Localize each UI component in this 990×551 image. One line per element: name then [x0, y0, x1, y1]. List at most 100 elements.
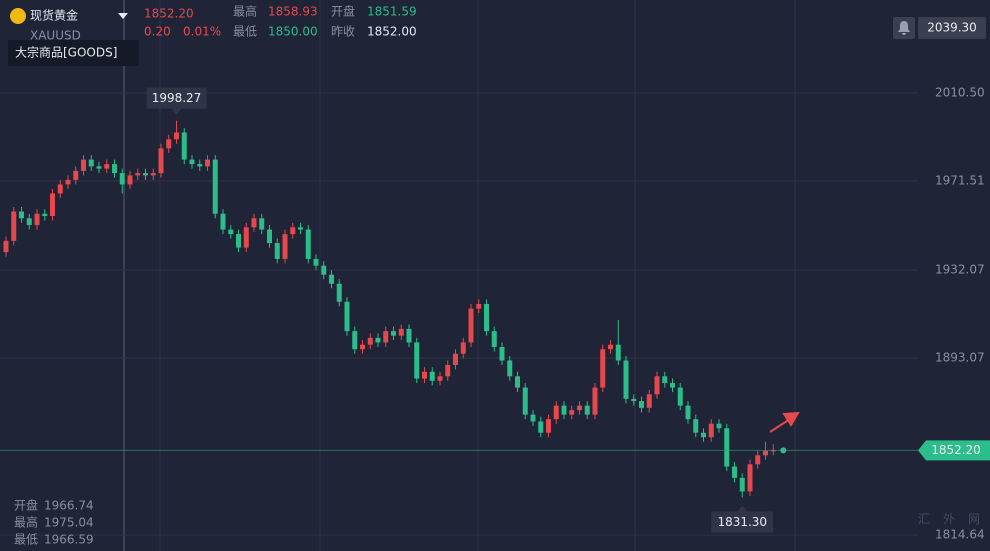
candle-body	[724, 428, 730, 467]
candle-body	[336, 283, 342, 302]
candle-body	[546, 419, 551, 433]
watermark: 汇外网	[918, 512, 980, 526]
candle-body	[646, 394, 652, 408]
alert-box	[918, 17, 986, 39]
candle-body	[26, 218, 32, 226]
candle-body	[437, 376, 443, 381]
category-box[interactable]	[8, 40, 139, 66]
dropdown-icon[interactable]	[118, 13, 128, 19]
bell-icon	[898, 21, 910, 35]
candle-body	[685, 405, 691, 420]
candle-body	[19, 211, 24, 219]
candle-body	[507, 360, 513, 377]
label: 最高	[233, 4, 257, 19]
candle-body	[313, 258, 319, 266]
label: 开盘	[14, 498, 38, 513]
candle-body	[321, 265, 327, 275]
candle-body	[538, 421, 544, 433]
candle-body	[429, 371, 435, 381]
instrument-name: 现货黄金	[30, 8, 78, 23]
candle-body	[484, 304, 489, 332]
candle-body	[50, 193, 55, 217]
candle-body	[298, 227, 303, 230]
candle-body	[677, 387, 683, 406]
min-callout	[711, 505, 774, 533]
category[interactable]: 大宗商品[GOODS]	[15, 45, 117, 60]
last-price-label: 1852.20	[931, 443, 981, 457]
candle-body	[367, 337, 373, 345]
y-tick-label: 1893.07	[935, 351, 985, 365]
candle-body	[701, 432, 706, 438]
candle-body	[383, 331, 389, 343]
candle-body	[57, 184, 63, 194]
plot: 2010.50 1971.51 1932.07 1893.07 1814.64 1998.…	[0, 85, 990, 542]
candle-body	[205, 159, 210, 167]
candle-body	[716, 423, 722, 429]
candle-body	[344, 301, 350, 332]
candle-body	[181, 132, 187, 160]
candle-body	[522, 387, 528, 415]
candle-body	[158, 148, 164, 174]
value: 1966.59	[44, 533, 94, 547]
label: 最高	[14, 515, 38, 530]
candle-body	[11, 211, 17, 241]
trend-arrow	[769, 411, 800, 433]
candle-body	[243, 227, 249, 248]
candle-body	[530, 414, 536, 422]
candle-body	[150, 173, 156, 176]
candle-body	[414, 342, 420, 379]
grid	[123, 0, 796, 551]
candle-body	[631, 398, 637, 402]
y-tick-label: 1932.07	[935, 263, 985, 277]
candle-body	[259, 218, 265, 230]
candle-body	[251, 218, 257, 228]
last-price-dot	[780, 447, 787, 454]
candle-body	[81, 159, 86, 171]
candle-body	[220, 213, 226, 230]
candle-body	[561, 405, 567, 415]
candle-body	[515, 376, 520, 388]
candle-body	[143, 173, 148, 176]
alert-price: 2039.30	[927, 21, 977, 35]
value: 1966.74	[44, 499, 94, 513]
candle-body	[732, 466, 737, 478]
candle-body	[600, 349, 606, 388]
symbol: XAUUSD	[30, 29, 81, 43]
candle-body	[662, 376, 668, 384]
candle-body	[391, 331, 396, 336]
price: 1852.20	[144, 7, 194, 21]
candle-body	[708, 423, 714, 438]
candle-body	[189, 159, 195, 165]
candle-body	[747, 464, 753, 492]
coin-icon	[10, 8, 26, 24]
candle-body	[569, 410, 575, 415]
candle-body	[88, 159, 94, 167]
candle-body	[119, 173, 125, 185]
candle-body	[329, 274, 334, 284]
candle-body	[65, 179, 71, 185]
candle-body	[360, 344, 365, 350]
candle-body	[654, 376, 660, 395]
candle-body	[398, 328, 404, 336]
candle-body	[290, 227, 296, 235]
candle-body	[670, 383, 675, 388]
candle-body	[135, 173, 141, 176]
candle-body	[42, 213, 48, 217]
candle-body	[228, 229, 234, 235]
label: 最低	[233, 25, 257, 39]
value: 1858.93	[268, 5, 318, 19]
candle-body	[755, 455, 761, 465]
candle-body	[406, 328, 412, 343]
y-tick-label: 1814.64	[935, 528, 985, 542]
change: 0.20	[144, 25, 171, 39]
candle-body	[267, 229, 272, 244]
value: 1851.59	[367, 5, 417, 19]
candle-body	[112, 164, 117, 174]
max-callout	[146, 87, 207, 115]
candle-body	[615, 344, 621, 361]
candle-body	[352, 331, 358, 350]
candle-body	[584, 405, 590, 415]
label: 昨收	[331, 25, 355, 39]
label: 最低	[14, 533, 38, 547]
